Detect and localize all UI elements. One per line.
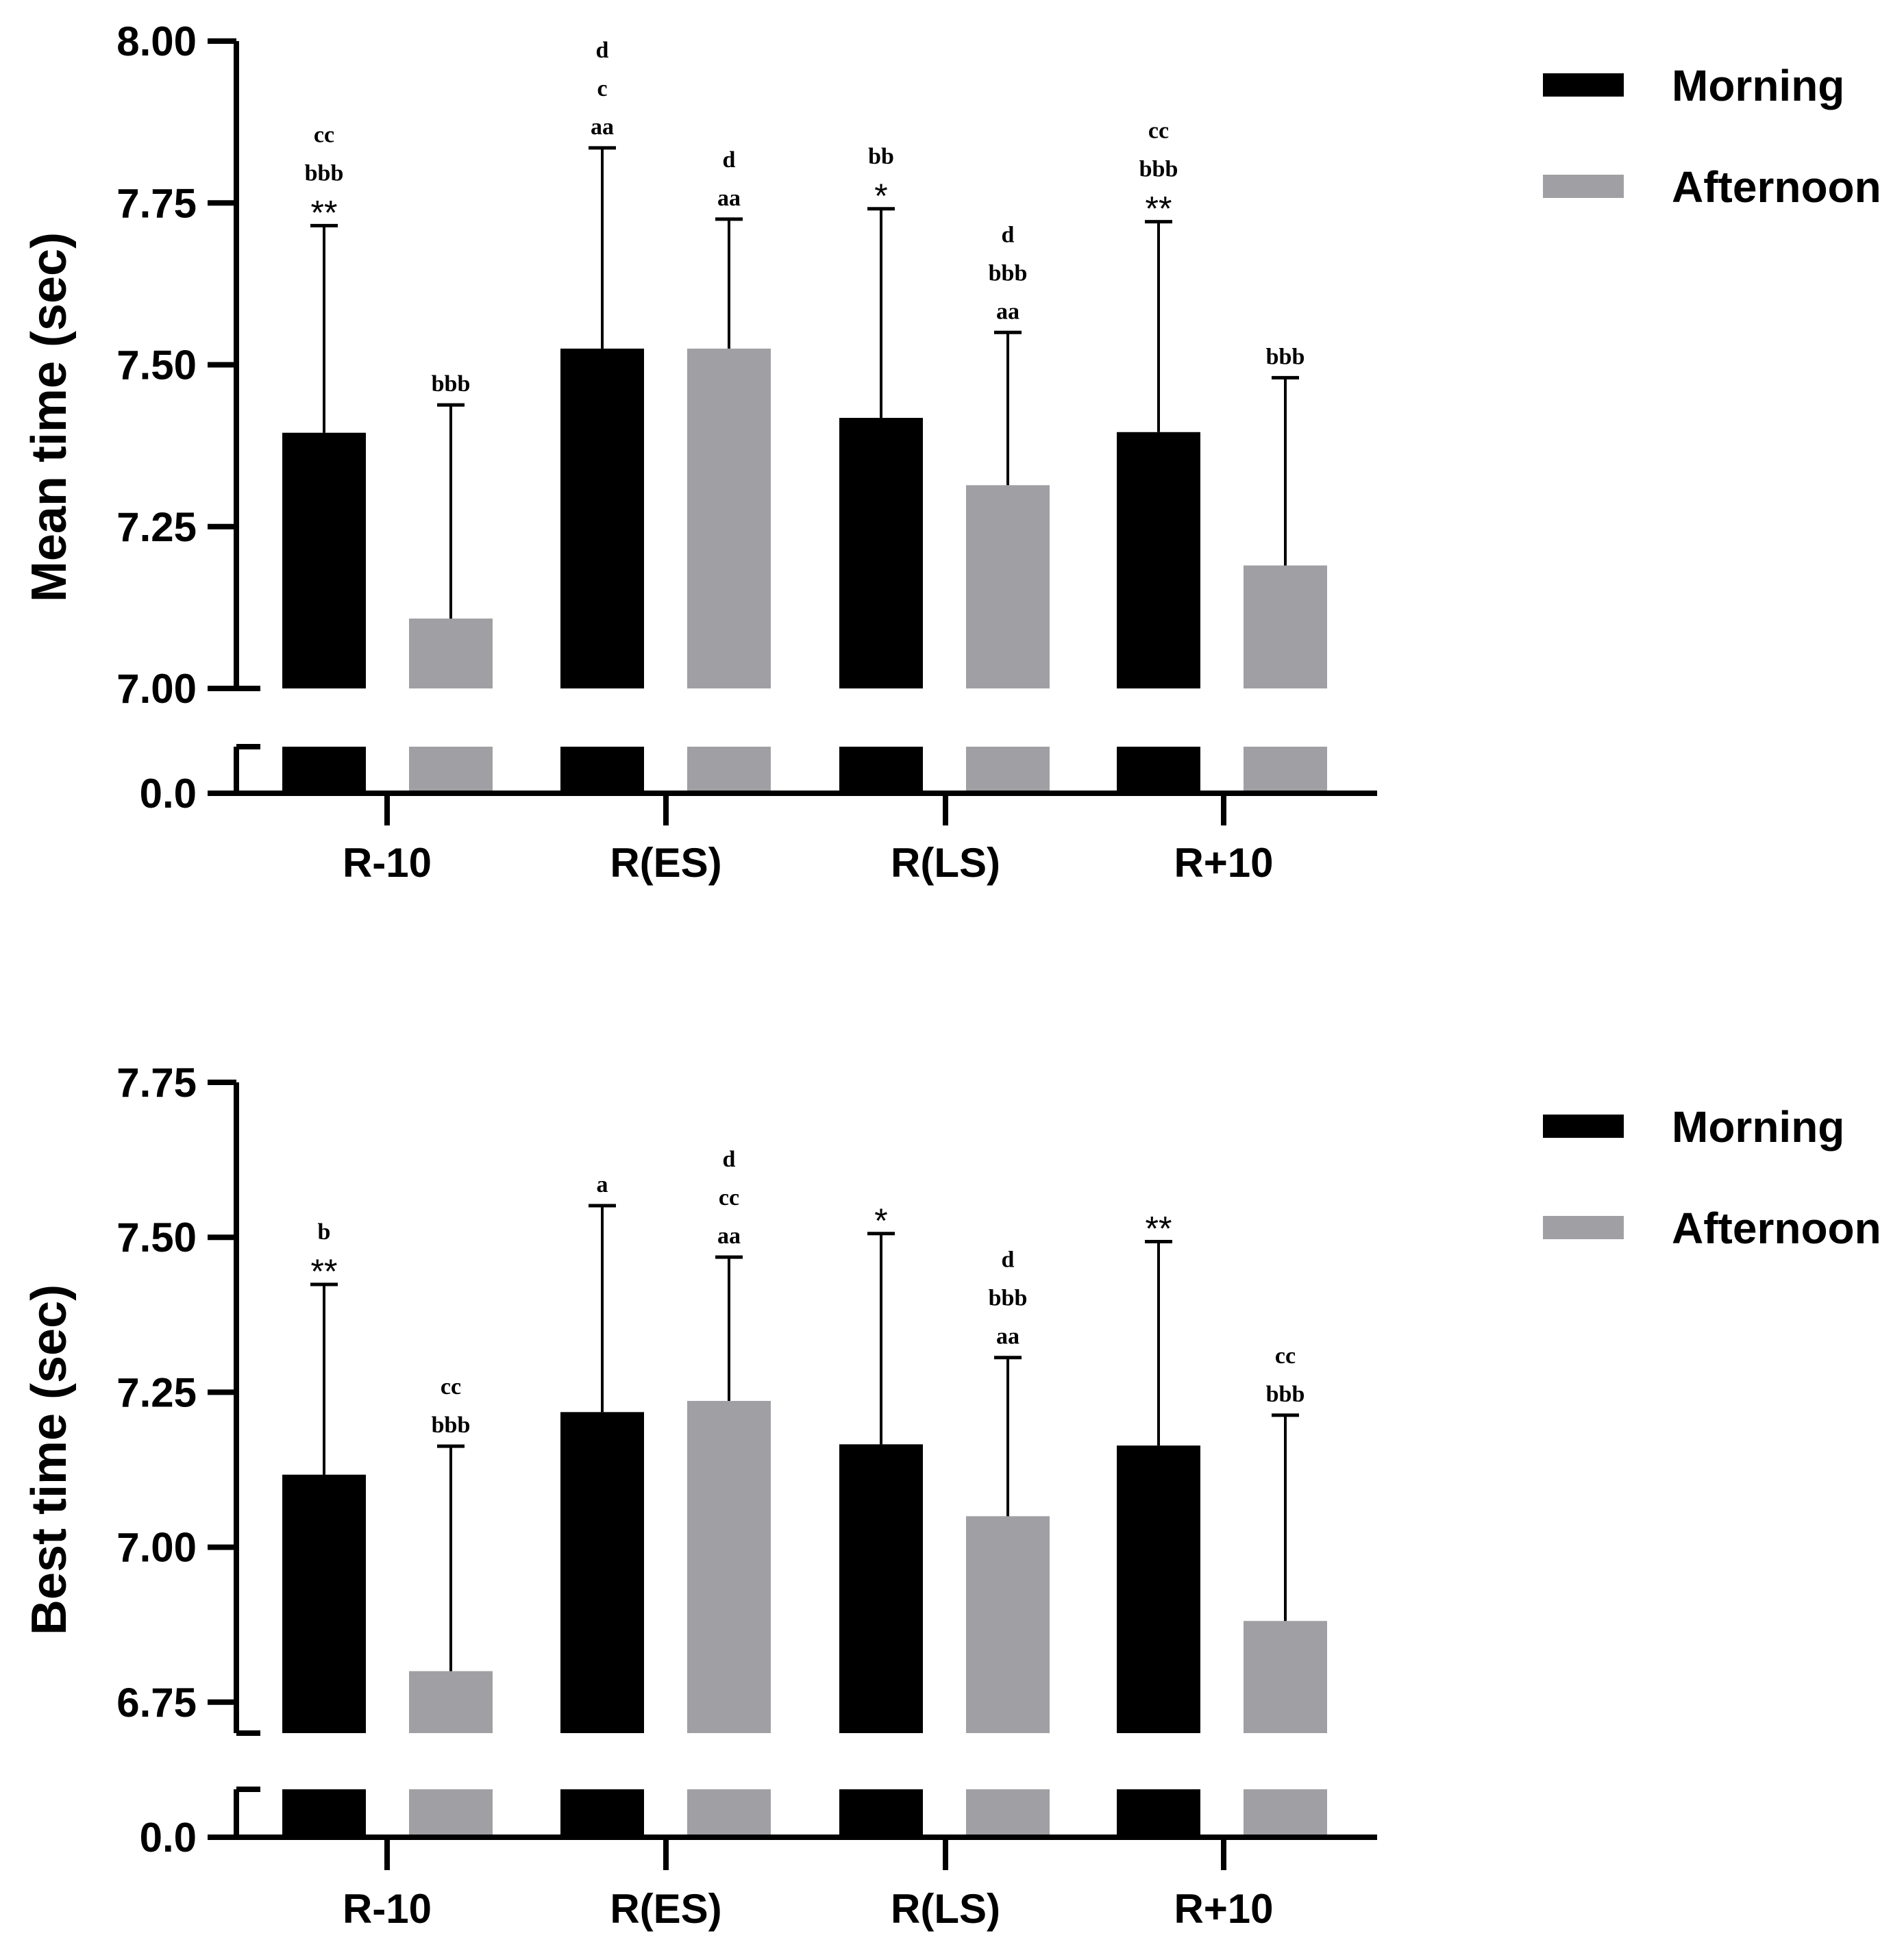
bar-afternoon — [687, 1401, 771, 1733]
legend-label-afternoon: Afternoon — [1672, 1204, 1881, 1253]
x-tick-label: R(LS) — [891, 1886, 1000, 1932]
bar-stub-morning — [1117, 747, 1200, 791]
y-tick-label: 7.25 — [116, 1369, 197, 1415]
significance-label: d — [723, 1147, 736, 1172]
y-tick-label-zero: 0.0 — [140, 1815, 197, 1861]
significance-label: aa — [996, 299, 1019, 324]
significance-label: bbb — [1139, 157, 1178, 182]
bar-morning — [839, 417, 923, 688]
legend-label-morning: Morning — [1672, 61, 1844, 110]
bar-stub-afternoon — [966, 1789, 1050, 1835]
x-tick-label: R(ES) — [610, 840, 721, 886]
significance-label: aa — [717, 1223, 741, 1249]
significance-label: bb — [868, 144, 894, 169]
significance-label: a — [597, 1172, 608, 1197]
significance-label: b — [318, 1219, 331, 1245]
bar-stub-afternoon — [966, 747, 1050, 791]
significance-label: bbb — [1266, 344, 1305, 369]
legend-swatch-afternoon — [1543, 175, 1624, 198]
significance-label: c — [597, 76, 607, 101]
significance-label: bbb — [432, 371, 471, 397]
legend-swatch-morning — [1543, 73, 1624, 97]
y-axis-title: Best time (sec) — [22, 1284, 77, 1635]
significance-label: cc — [719, 1185, 739, 1210]
significance-label: cc — [1275, 1343, 1296, 1369]
significance-label: d — [723, 147, 736, 173]
bar-stub-afternoon — [409, 1789, 493, 1835]
significance-label: d — [596, 38, 609, 63]
bar-afternoon — [409, 618, 493, 688]
bar-morning — [282, 1474, 366, 1733]
y-tick-label: 7.00 — [116, 666, 197, 712]
bar-stub-morning — [839, 1789, 923, 1835]
significance-label: ** — [311, 1252, 338, 1291]
significance-label: ** — [1146, 190, 1172, 228]
legend-label-morning: Morning — [1672, 1102, 1844, 1152]
legend-swatch-afternoon — [1543, 1216, 1624, 1239]
y-tick-label: 7.75 — [116, 180, 197, 226]
bar-afternoon — [687, 348, 771, 688]
y-tick-label: 7.25 — [116, 504, 197, 550]
bar-afternoon — [409, 1671, 493, 1733]
significance-label: bbb — [432, 1413, 471, 1438]
significance-label: cc — [1148, 119, 1169, 144]
bar-stub-afternoon — [687, 747, 771, 791]
y-tick-label: 7.00 — [116, 1525, 197, 1571]
significance-label: cc — [314, 122, 334, 147]
significance-label: bbb — [305, 160, 344, 186]
x-tick-label: R-10 — [343, 1886, 432, 1932]
y-axis-title: Mean time (sec) — [22, 232, 77, 602]
y-tick-label: 7.50 — [116, 343, 197, 388]
y-tick-label: 8.00 — [116, 18, 197, 64]
significance-label: * — [874, 1202, 887, 1240]
significance-label: d — [1002, 1247, 1015, 1273]
significance-label: bbb — [989, 1286, 1028, 1311]
bar-stub-afternoon — [1244, 1789, 1327, 1835]
bar-morning — [560, 348, 644, 688]
bar-morning — [560, 1412, 644, 1733]
significance-label: ** — [311, 193, 338, 232]
best-time-panel: 6.75 7.00 7.25 7.50 7.75 0.0 Best time (sec) R-… — [22, 1060, 1881, 1932]
bar-stub-morning — [560, 747, 644, 791]
bar-afternoon — [966, 1516, 1050, 1733]
bar-afternoon — [966, 485, 1050, 688]
significance-label: aa — [591, 114, 614, 140]
y-tick-label: 7.75 — [116, 1060, 197, 1106]
y-tick-label: 6.75 — [116, 1680, 197, 1726]
bar-stub-morning — [282, 747, 366, 791]
significance-label: bbb — [989, 260, 1028, 286]
bar-afternoon — [1244, 565, 1327, 688]
bar-afternoon — [1244, 1621, 1327, 1733]
x-tick-label: R(LS) — [891, 840, 1000, 886]
significance-label: aa — [996, 1324, 1019, 1350]
bar-morning — [839, 1444, 923, 1733]
significance-label: d — [1002, 222, 1015, 247]
legend-label-afternoon: Afternoon — [1672, 162, 1881, 212]
bar-stub-afternoon — [1244, 747, 1327, 791]
significance-label: aa — [717, 186, 741, 211]
bar-stub-morning — [839, 747, 923, 791]
x-tick-label: R+10 — [1174, 840, 1273, 886]
significance-label: ** — [1146, 1210, 1172, 1248]
legend-swatch-morning — [1543, 1115, 1624, 1138]
bar-stub-afternoon — [687, 1789, 771, 1835]
bar-morning — [1117, 432, 1200, 688]
y-tick-label: 7.50 — [116, 1215, 197, 1260]
bar-stub-afternoon — [409, 747, 493, 791]
mean-time-panel: 7.00 7.25 7.50 7.75 8.00 0.0 Mean time (sec) R-… — [22, 18, 1881, 886]
x-tick-label: R-10 — [343, 840, 432, 886]
y-tick-label-zero: 0.0 — [140, 771, 197, 817]
bar-morning — [282, 432, 366, 688]
significance-label: bbb — [1266, 1382, 1305, 1407]
bar-stub-morning — [560, 1789, 644, 1835]
bar-stub-morning — [1117, 1789, 1200, 1835]
x-tick-label: R+10 — [1174, 1886, 1273, 1932]
significance-label: * — [874, 177, 887, 215]
bar-stub-morning — [282, 1789, 366, 1835]
x-tick-label: R(ES) — [610, 1886, 721, 1932]
significance-label: cc — [441, 1374, 461, 1400]
bar-morning — [1117, 1445, 1200, 1733]
